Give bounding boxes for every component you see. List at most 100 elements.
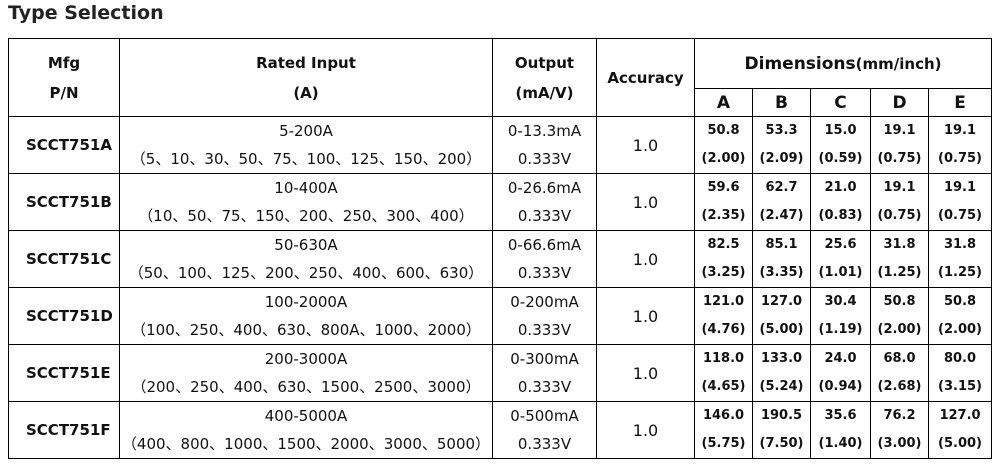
header-mfg-line2: P/N (49, 83, 79, 102)
dimension-cell: 121.0 (4.76) (694, 287, 753, 345)
header-rated-line2: (A) (293, 83, 319, 102)
rated-range: 400-5000A (264, 407, 348, 425)
dimension-inch: (0.75) (877, 208, 922, 223)
dimension-inch: (2.47) (759, 208, 804, 223)
table-row: SCCT751C 50-630A （50、100、125、200、250、400、6… (8, 230, 993, 288)
table-row: SCCT751A 5-200A （5、10、30、50、75、100、125、150… (8, 116, 993, 174)
dimension-inch: (3.25) (701, 265, 746, 280)
dimension-cell: 24.0 (0.94) (810, 344, 871, 402)
output-cell: 0-200mA 0.333V (492, 287, 597, 345)
dimension-cell: 146.0 (5.75) (694, 401, 753, 459)
dimension-mm: 62.7 (765, 180, 798, 195)
accuracy-cell: 1.0 (596, 287, 695, 345)
header-accuracy: Accuracy (596, 38, 695, 117)
header-output-line2: (mA/V) (515, 83, 574, 102)
dimension-inch: (5.00) (938, 436, 982, 451)
dimension-cell: 19.1 (0.75) (927, 173, 993, 231)
part-number-cell: SCCT751B (8, 173, 120, 231)
dimension-mm: 133.0 (760, 351, 803, 366)
dimension-mm: 146.0 (702, 408, 745, 423)
dimension-mm: 19.1 (943, 123, 977, 138)
table-row: SCCT751F 400-5000A （400、800、1000、1500、2000… (8, 401, 993, 459)
dimension-mm: 82.5 (707, 237, 740, 252)
accuracy-cell: 1.0 (596, 401, 695, 459)
dimension-cell: 19.1 (0.75) (870, 173, 929, 231)
rated-values: （50、100、125、200、250、400、600、630） (128, 264, 484, 282)
output-ma: 0-66.6mA (507, 236, 582, 254)
dimension-mm: 118.0 (702, 351, 745, 366)
output-cell: 0-300mA 0.333V (492, 344, 597, 402)
header-rated-line1: Rated Input (256, 53, 356, 72)
accuracy-cell: 1.0 (596, 116, 695, 174)
dimension-inch: (2.00) (701, 151, 746, 166)
header-output-line1: Output (514, 53, 575, 72)
dimension-mm: 59.6 (707, 180, 740, 195)
rated-values: （400、800、1000、1500、2000、3000、5000） (121, 435, 491, 453)
dimension-cell: 31.8 (1.25) (927, 230, 993, 288)
dimension-mm: 190.5 (760, 408, 803, 423)
dimension-cell: 76.2 (3.00) (870, 401, 929, 459)
output-ma: 0-200mA (510, 293, 579, 311)
output-ma: 0-13.3mA (507, 122, 582, 140)
dimension-cell: 82.5 (3.25) (694, 230, 753, 288)
dimension-cell: 50.8 (2.00) (694, 116, 753, 174)
dimension-mm: 35.6 (824, 408, 857, 423)
output-ma: 0-300mA (510, 350, 579, 368)
rated-values: （10、50、75、150、200、250、300、400） (138, 207, 474, 225)
output-v: 0.333V (517, 150, 572, 168)
part-number-cell: SCCT751D (8, 287, 120, 345)
header-dim-col: A (694, 88, 753, 117)
dimension-cell: 31.8 (1.25) (870, 230, 929, 288)
output-cell: 0-66.6mA 0.333V (492, 230, 597, 288)
header-rated-input: Rated Input (A) (119, 38, 493, 117)
dimension-mm: 85.1 (765, 237, 798, 252)
dimension-cell: 15.0 (0.59) (810, 116, 871, 174)
dimension-cell: 80.0 (3.15) (927, 344, 993, 402)
header-dim-col: C (810, 88, 871, 117)
dimension-inch: (1.01) (818, 265, 863, 280)
dimension-cell: 35.6 (1.40) (810, 401, 871, 459)
dimension-inch: (2.09) (759, 151, 804, 166)
header-dimensions-unit: (mm/inch) (855, 54, 942, 73)
dimension-inch: (0.59) (818, 151, 863, 166)
dimension-cell: 68.0 (2.68) (870, 344, 929, 402)
type-selection-table: Mfg P/N Rated Input (A) Output (mA/V) Ac… (8, 38, 993, 459)
dimension-mm: 53.3 (765, 123, 798, 138)
dimension-mm: 50.8 (707, 123, 740, 138)
rated-range: 50-630A (274, 236, 338, 254)
dimension-mm: 31.8 (943, 237, 977, 252)
dimension-inch: (7.50) (759, 436, 804, 451)
dimension-inch: (0.75) (877, 151, 922, 166)
dimension-mm: 15.0 (824, 123, 857, 138)
dimension-mm: 127.0 (939, 408, 981, 423)
dimension-mm: 121.0 (702, 294, 745, 309)
output-v: 0.333V (517, 435, 572, 453)
accuracy-cell: 1.0 (596, 230, 695, 288)
dimension-cell: 127.0 (5.00) (927, 401, 993, 459)
part-number-cell: SCCT751C (8, 230, 120, 288)
dimension-mm: 19.1 (883, 180, 916, 195)
output-cell: 0-13.3mA 0.333V (492, 116, 597, 174)
dimension-mm: 31.8 (883, 237, 916, 252)
header-mfg-pn: Mfg P/N (8, 38, 120, 117)
dimension-cell: 133.0 (5.24) (752, 344, 811, 402)
dimension-inch: (5.24) (759, 379, 804, 394)
dimension-cell: 50.8 (2.00) (870, 287, 929, 345)
header-output: Output (mA/V) (492, 38, 597, 117)
page-title: Type Selection (8, 2, 164, 24)
output-cell: 0-500mA 0.333V (492, 401, 597, 459)
dimension-cell: 85.1 (3.35) (752, 230, 811, 288)
header-dimensions-label: Dimensions (744, 53, 856, 74)
dimension-inch: (0.94) (818, 379, 863, 394)
dimension-mm: 21.0 (824, 180, 857, 195)
dimension-mm: 50.8 (943, 294, 977, 309)
dimension-inch: (1.25) (877, 265, 922, 280)
rated-input-cell: 10-400A （10、50、75、150、200、250、300、400） (119, 173, 493, 231)
header-mfg-line1: Mfg (47, 53, 81, 72)
table-row: SCCT751D 100-2000A （100、250、400、630、800A、1… (8, 287, 993, 345)
output-v: 0.333V (517, 378, 572, 396)
header-dim-col: D (870, 88, 929, 117)
dimension-inch: (0.75) (938, 208, 982, 223)
dimension-cell: 118.0 (4.65) (694, 344, 753, 402)
rated-input-cell: 400-5000A （400、800、1000、1500、2000、3000、50… (119, 401, 493, 459)
